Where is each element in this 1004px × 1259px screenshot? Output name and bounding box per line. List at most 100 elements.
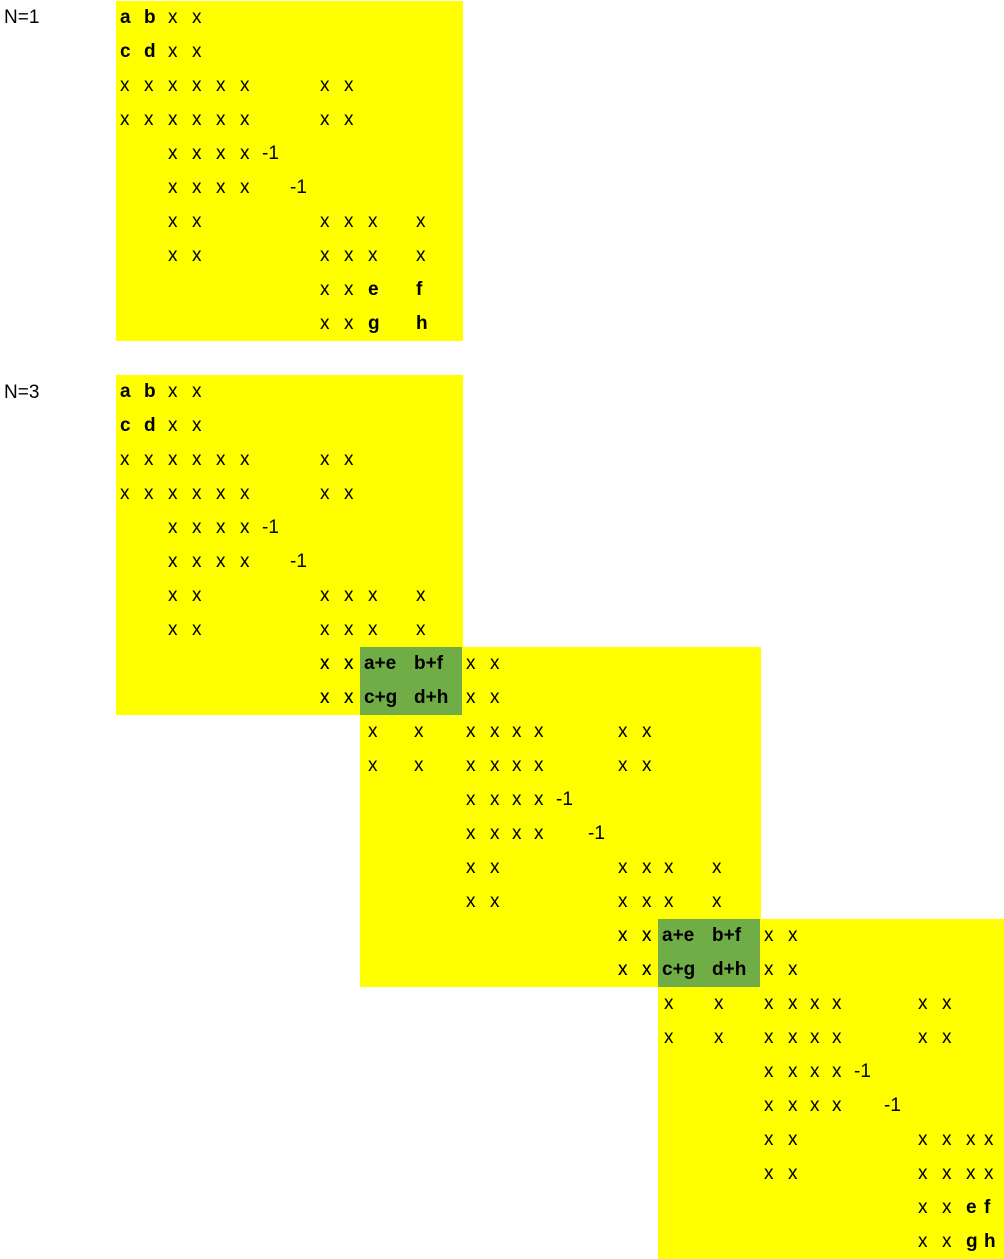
matrix-entry: x [534, 789, 544, 810]
matrix-entry: x [168, 245, 178, 266]
matrix-entry: x [918, 1129, 928, 1150]
matrix-entry: x [168, 483, 178, 504]
matrix-entry: x [320, 653, 330, 674]
diagram-label-n1: N=1 [4, 7, 40, 28]
matrix-entry: d [144, 41, 156, 62]
matrix-entry: x [490, 789, 500, 810]
overlap-entry: c+g [364, 687, 398, 708]
matrix-entry: x [344, 245, 354, 266]
matrix-entry: x [168, 143, 178, 164]
matrix-entry: x [240, 483, 250, 504]
matrix-entry: -1 [290, 551, 307, 572]
matrix-entry: x [918, 993, 928, 1014]
matrix-entry: x [320, 211, 330, 232]
matrix-entry: x [192, 415, 202, 436]
matrix-entry: x [490, 755, 500, 776]
matrix-entry: x [344, 619, 354, 640]
matrix-entry: x [168, 381, 178, 402]
matrix-entry: x [344, 211, 354, 232]
matrix-entry: x [320, 109, 330, 130]
matrix-entry: x [120, 109, 130, 130]
matrix-entry: x [344, 279, 354, 300]
matrix-entry: x [192, 483, 202, 504]
matrix-entry: x [466, 653, 476, 674]
matrix-entry: x [714, 993, 724, 1014]
matrix-entry: x [240, 109, 250, 130]
matrix-entry: x [466, 755, 476, 776]
matrix-entry: x [216, 177, 226, 198]
matrix-entry: x [664, 993, 674, 1014]
matrix-entry: x [416, 211, 426, 232]
matrix-entry: -1 [854, 1061, 871, 1082]
matrix-entry: x [192, 211, 202, 232]
matrix-entry: x [490, 653, 500, 674]
matrix-entry: c [120, 41, 131, 62]
matrix-entry: x [168, 109, 178, 130]
matrix-entry: x [618, 891, 628, 912]
matrix-entry: x [320, 313, 330, 334]
matrix-entry: x [810, 993, 820, 1014]
matrix-entry: -1 [588, 823, 605, 844]
matrix-entry: x [642, 857, 652, 878]
matrix-entry: x [618, 959, 628, 980]
matrix-entry: x [320, 245, 330, 266]
matrix-entry: x [466, 789, 476, 810]
matrix-entry: x [168, 211, 178, 232]
matrix-entry: x [942, 1027, 952, 1048]
matrix-entry: x [984, 1129, 994, 1150]
matrix-entry: x [918, 1197, 928, 1218]
matrix-entry: x [490, 721, 500, 742]
matrix-entry: x [466, 721, 476, 742]
matrix-entry: x [240, 75, 250, 96]
overlap-entry: a+e [662, 925, 695, 946]
matrix-entry: x [764, 1095, 774, 1116]
matrix-entry: x [414, 755, 424, 776]
matrix-entry: x [192, 7, 202, 28]
matrix-entry: x [368, 721, 378, 742]
overlap-entry: d+h [414, 687, 449, 708]
matrix-entry: x [344, 585, 354, 606]
matrix-entry: x [512, 823, 522, 844]
matrix-entry: x [240, 449, 250, 470]
matrix-entry: x [192, 143, 202, 164]
matrix-entry: x [344, 449, 354, 470]
matrix-entry: x [642, 959, 652, 980]
matrix-entry: x [810, 1027, 820, 1048]
matrix-entry: x [764, 1163, 774, 1184]
overlap-block [658, 919, 760, 987]
matrix-entry: x [512, 789, 522, 810]
matrix-entry: x [344, 653, 354, 674]
matrix-entry: x [788, 959, 798, 980]
matrix-entry: x [618, 925, 628, 946]
matrix-entry: x [712, 891, 722, 912]
matrix-entry: x [416, 245, 426, 266]
matrix-entry: x [368, 755, 378, 776]
matrix-entry: x [216, 483, 226, 504]
matrix-entry: x [192, 619, 202, 640]
matrix-entry: x [120, 483, 130, 504]
matrix-entry: x [788, 993, 798, 1014]
matrix-entry: x [320, 75, 330, 96]
matrix-entry: x [240, 177, 250, 198]
matrix-entry: x [918, 1163, 928, 1184]
matrix-entry: f [416, 279, 423, 300]
matrix-entry: x [642, 925, 652, 946]
matrix-entry: x [942, 993, 952, 1014]
matrix-entry: x [618, 755, 628, 776]
matrix-entry: x [320, 449, 330, 470]
matrix-entry: x [344, 109, 354, 130]
matrix-entry: x [240, 551, 250, 572]
matrix-entry: x [320, 619, 330, 640]
matrix-entry: x [240, 517, 250, 538]
matrix-entry: x [966, 1163, 976, 1184]
matrix-entry: x [984, 1163, 994, 1184]
matrix-entry: h [984, 1231, 996, 1252]
matrix-entry: x [192, 41, 202, 62]
matrix-entry: x [764, 993, 774, 1014]
matrix-entry: x [144, 109, 154, 130]
matrix-entry: x [764, 1061, 774, 1082]
matrix-entry: e [368, 279, 379, 300]
matrix-entry: x [712, 857, 722, 878]
matrix-entry: x [642, 925, 652, 946]
matrix-entry: x [120, 75, 130, 96]
